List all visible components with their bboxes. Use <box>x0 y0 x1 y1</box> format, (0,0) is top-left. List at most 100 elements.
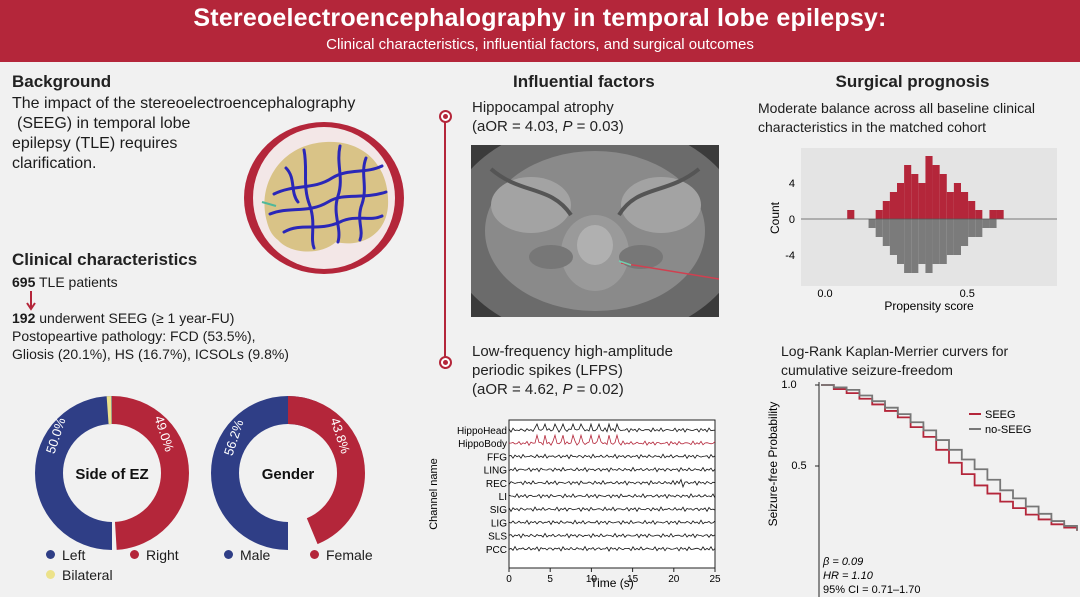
km-title-line: Log-Rank Kaplan-Merrier curvers for <box>781 343 1009 359</box>
eeg-channel-label: LIG <box>491 518 507 529</box>
km-ytick: 0.5 <box>791 460 806 472</box>
legend-swatch <box>46 550 55 559</box>
factor-lfps: Low-frequency high-amplitude periodic sp… <box>472 342 722 399</box>
eeg-trace <box>508 433 716 447</box>
eeg-trace <box>508 545 716 552</box>
mri-image <box>471 145 719 317</box>
hist-bar <box>989 210 997 219</box>
km-stat-ci: 95% CI = 0.71–1.70 <box>823 584 921 596</box>
eeg-channel-label: LING <box>484 466 508 477</box>
left-column: Background The impact of the stereoelect… <box>12 70 412 597</box>
factor-aor: (aOR = 4.03, <box>472 118 563 135</box>
propensity-histogram: 4 0 -4 0.0 0.5 Count Propensity score <box>768 148 1057 313</box>
hist-bar <box>904 219 912 273</box>
hist-bar <box>889 192 897 219</box>
hist-bar <box>953 183 961 219</box>
eeg-channel-label: LI <box>499 492 507 503</box>
factor-name: periodic spikes (LFPS) <box>472 362 623 379</box>
km-title: Log-Rank Kaplan-Merrier curvers for cumu… <box>781 342 1080 380</box>
legend-swatch <box>46 570 55 579</box>
hist-bar <box>875 219 883 237</box>
legend-bilateral: Bilateral <box>46 567 113 583</box>
hist-bar <box>925 219 933 273</box>
hist-bar <box>904 165 912 219</box>
background-title: Background <box>12 72 112 91</box>
eeg-channel-label: SLS <box>488 532 507 543</box>
hist-bar <box>953 219 961 255</box>
hist-bar <box>996 210 1004 219</box>
eeg-trace <box>508 422 716 433</box>
km-stat-hr: HR = 1.10 <box>823 570 874 582</box>
patients-text: TLE patients <box>35 274 118 290</box>
hist-bar <box>932 165 940 219</box>
legend-label: Bilateral <box>62 567 113 583</box>
background-line: (SEEG) in temporal lobe <box>17 115 191 132</box>
prognosis-line: Moderate balance across all baseline cli… <box>758 100 1036 116</box>
background-line: The impact of the stereoelectroencephalo… <box>12 95 356 112</box>
hist-bar <box>911 219 919 273</box>
hist-bar <box>989 219 997 228</box>
eeg-xlabel: Time (s) <box>590 576 634 590</box>
km-ytick: 1.0 <box>781 380 796 391</box>
legend-label: Left <box>62 547 86 563</box>
hist-bar <box>946 192 954 219</box>
clinical-title: Clinical characteristics <box>12 250 198 269</box>
factor-pval: = 0.03) <box>572 118 624 135</box>
eeg-trace <box>508 493 716 500</box>
eeg-channel-label: PCC <box>486 545 507 556</box>
eeg-channel-label: REC <box>486 479 507 490</box>
middle-column: Influential factors Hippocampal atrophy … <box>425 70 725 597</box>
brain-image <box>244 122 404 274</box>
legend-right: Right <box>130 547 179 563</box>
side-of-ez-donut: Side of EZ 50.0% 49.0% <box>32 393 192 553</box>
donut-segment-female <box>211 396 365 550</box>
down-arrow-icon <box>26 291 36 316</box>
background-line: clarification. <box>12 155 97 172</box>
eeg-trace <box>508 453 716 460</box>
hist-ytick: -4 <box>785 250 795 262</box>
hist-bar <box>918 219 926 264</box>
hist-ylabel: Count <box>768 201 782 234</box>
prognosis-line: characteristics in the matched cohort <box>758 119 986 135</box>
legend-swatch <box>224 550 233 559</box>
hist-bar <box>946 219 954 255</box>
hist-xtick: 0.5 <box>960 288 975 300</box>
km-curve-noseeg <box>821 384 1078 531</box>
eeg-channel-label: SIG <box>490 505 507 516</box>
legend-female: Female <box>310 547 373 563</box>
eeg-xtick-label: 10 <box>586 574 598 585</box>
km-panel <box>819 382 1079 597</box>
eeg-xtick-label: 0 <box>506 574 512 585</box>
timeline-node-1 <box>439 110 452 123</box>
eeg-trace <box>508 519 716 526</box>
hist-bar <box>939 174 947 219</box>
eeg-channel-label: HippoHead <box>457 426 507 437</box>
donut-segment-right <box>35 396 189 550</box>
clinical-text: 695 TLE patients 192 underwent SEEG (≥ 1… <box>12 273 412 363</box>
seeg-text: underwent SEEG (≥ 1 year-FU) <box>35 310 235 326</box>
hist-bar <box>932 219 940 264</box>
legend-swatch <box>310 550 319 559</box>
timeline-line <box>444 114 446 369</box>
right-column: Surgical prognosis Moderate balance acro… <box>745 70 1080 597</box>
km-stat-beta: β = 0.09 <box>822 556 863 568</box>
donut-label: Side of EZ <box>75 466 148 483</box>
eeg-channel-label: HippoBody <box>458 439 507 450</box>
eeg-channel-label: FFG <box>487 452 507 463</box>
legend-label: Female <box>326 547 373 563</box>
eeg-xtick-label: 20 <box>668 574 680 585</box>
prognosis-text: Moderate balance across all baseline cli… <box>758 99 1078 137</box>
seeg-count: 192 <box>12 310 36 326</box>
factor-name: Hippocampal atrophy <box>472 99 614 116</box>
influential-title: Influential factors <box>513 72 655 91</box>
legend-left: Left <box>46 547 85 563</box>
eeg-trace <box>508 466 716 473</box>
hist-bar <box>875 210 883 219</box>
km-curve-seeg <box>821 384 1078 531</box>
hist-xtick: 0.0 <box>817 288 832 300</box>
eeg-chart: HippoHead HippoBody FFG LING REC LI SIG LIG SLS P… <box>428 419 721 590</box>
legend-label: Right <box>146 547 179 563</box>
hist-bar <box>975 210 983 219</box>
legend-swatch <box>130 550 139 559</box>
km-legend-seeg: SEEG <box>985 409 1016 421</box>
